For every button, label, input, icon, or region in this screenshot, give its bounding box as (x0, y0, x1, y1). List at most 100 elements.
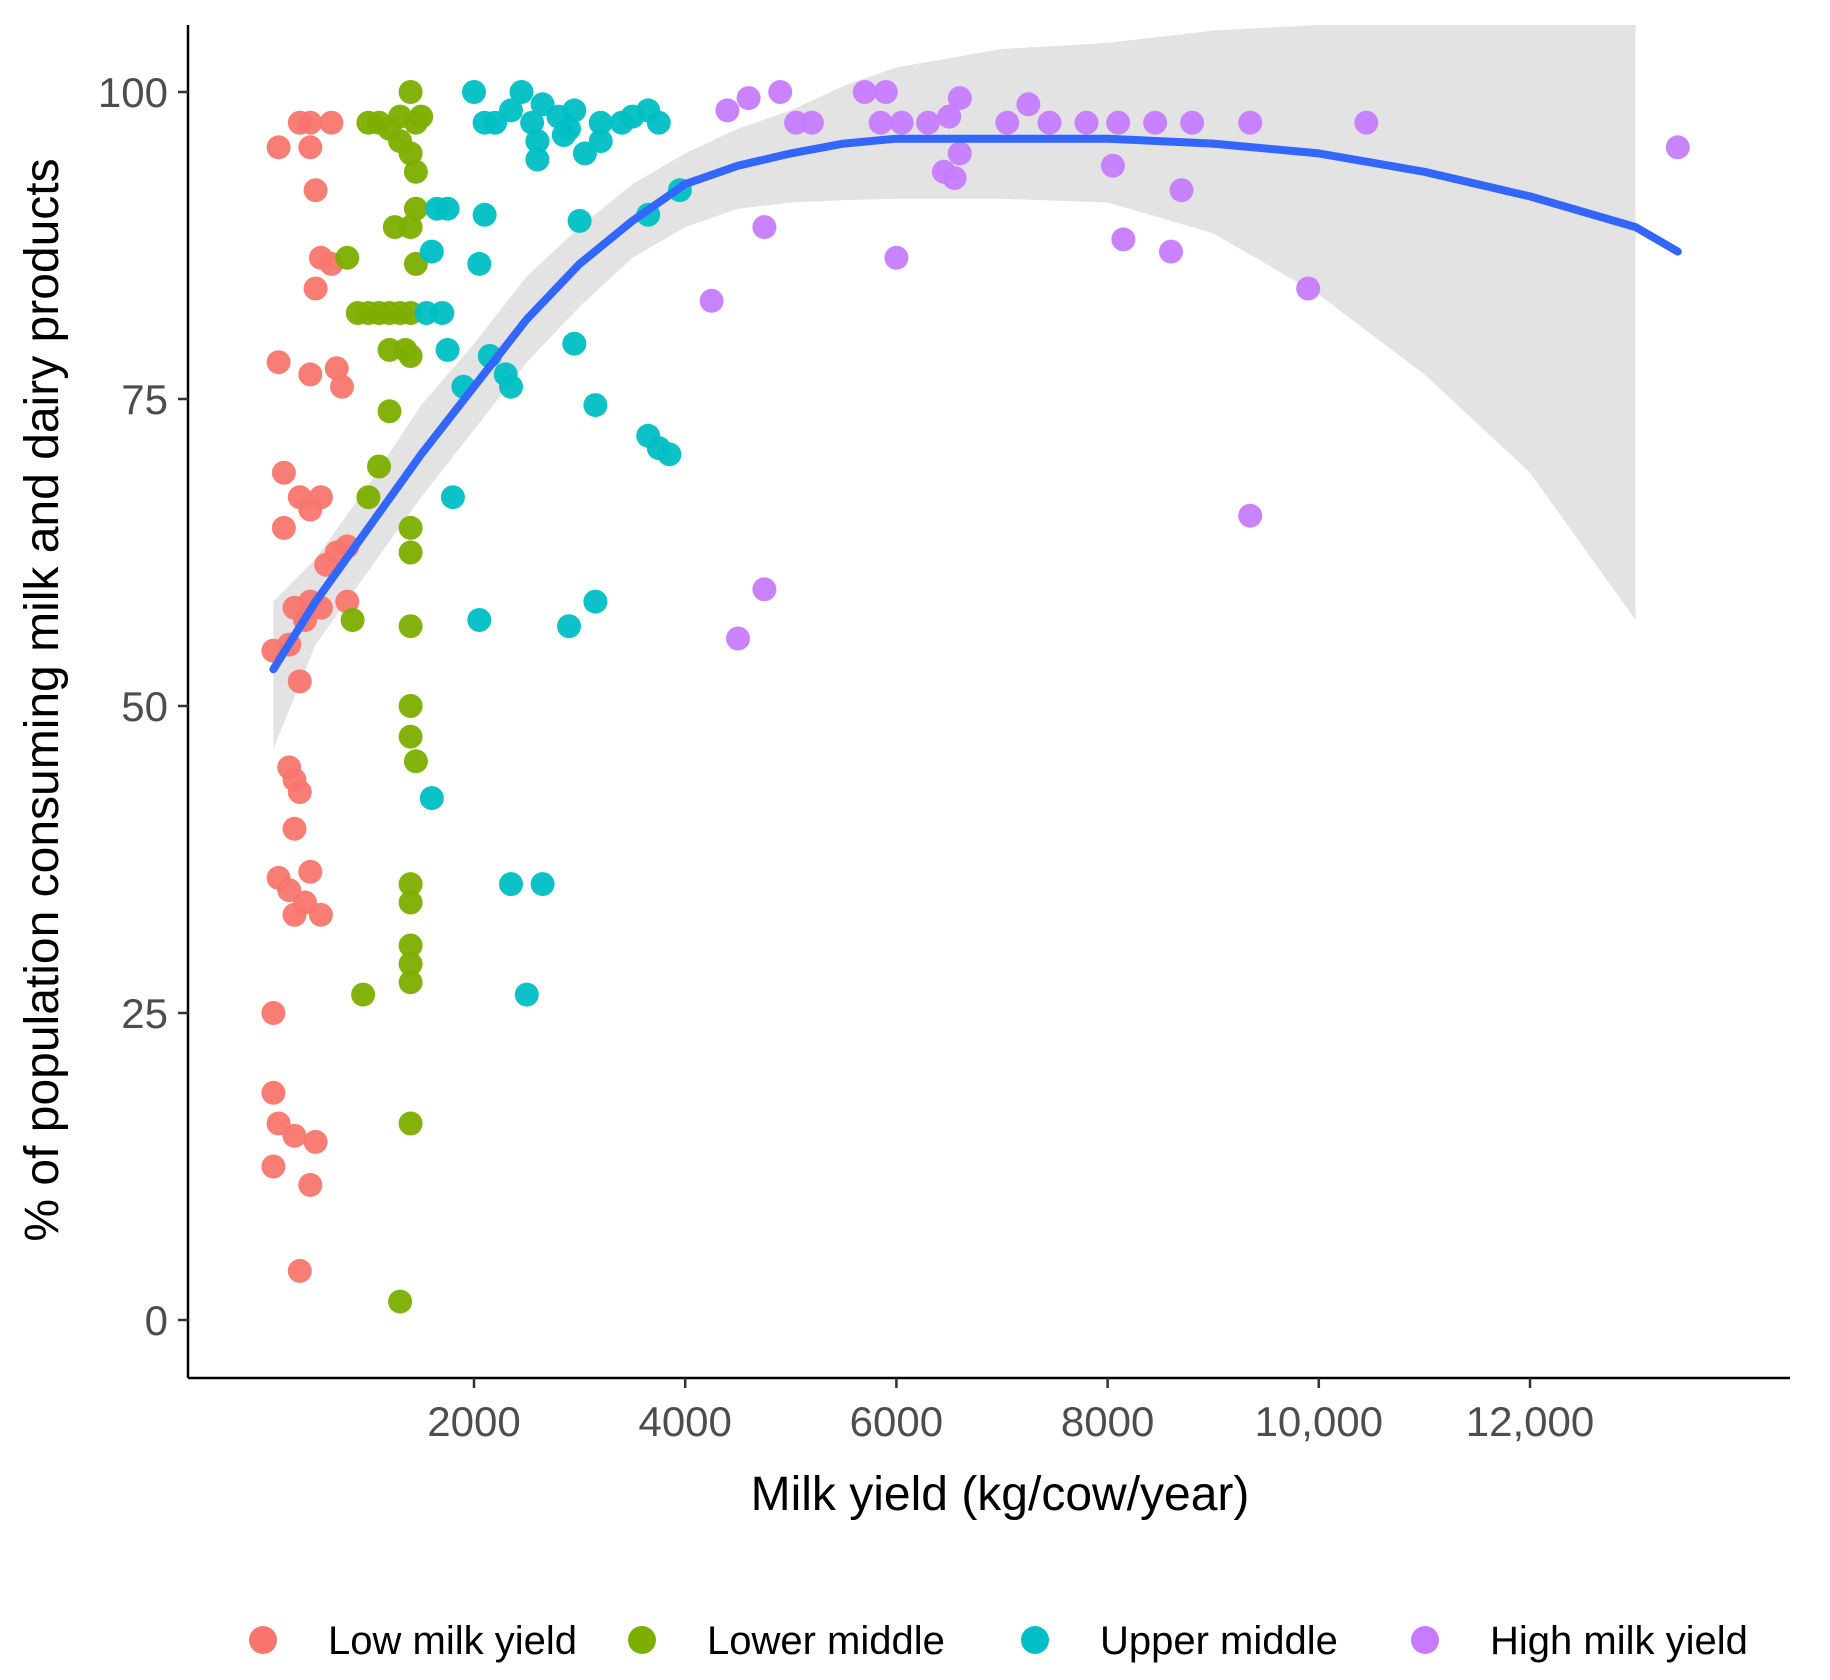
data-point (1238, 503, 1263, 528)
legend-label: High milk yield (1490, 1619, 1748, 1663)
data-point (398, 80, 423, 104)
data-point (298, 859, 323, 884)
data-point (462, 80, 486, 104)
data-point (1169, 178, 1194, 203)
data-point (467, 608, 492, 632)
series-upper-middle (414, 80, 692, 1007)
fit-line-layer (269, 134, 1682, 674)
data-point (1111, 227, 1136, 252)
legend-key (1021, 1626, 1049, 1654)
data-point (324, 356, 349, 381)
data-point (467, 251, 492, 276)
data-point (367, 454, 391, 479)
data-point (398, 344, 423, 368)
data-point (715, 98, 740, 123)
data-point (557, 116, 581, 141)
data-point (298, 1172, 323, 1197)
legend-key (1411, 1626, 1439, 1654)
data-point (287, 669, 312, 694)
data-point (340, 608, 365, 632)
x-tick-label: 10,000 (1255, 1398, 1383, 1445)
data-point (440, 485, 465, 510)
x-tick-label: 8000 (1061, 1398, 1154, 1445)
data-point (583, 589, 608, 614)
data-point (287, 1258, 312, 1283)
data-point (1074, 110, 1099, 135)
data-point (403, 749, 428, 774)
data-point (419, 786, 444, 811)
data-point (398, 872, 423, 897)
data-point (271, 515, 296, 540)
data-point (261, 1001, 286, 1025)
legend-label: Upper middle (1100, 1619, 1338, 1663)
data-point (282, 816, 307, 841)
y-tick-label: 75 (121, 376, 168, 423)
data-point (271, 460, 296, 485)
data-point (588, 110, 613, 135)
data-point (435, 337, 460, 362)
data-point (403, 159, 428, 184)
data-point (530, 872, 555, 897)
legend-item: High milk yield (1411, 1619, 1748, 1663)
data-point (398, 970, 423, 995)
data-point (699, 288, 724, 313)
data-point (356, 485, 381, 510)
data-point (435, 196, 460, 221)
data-point (377, 399, 402, 424)
y-tick-label: 25 (121, 990, 168, 1037)
data-point (335, 589, 360, 614)
data-point (398, 215, 423, 240)
data-point (335, 245, 360, 270)
data-point (398, 933, 423, 958)
data-point (884, 245, 909, 270)
data-point (947, 141, 972, 166)
data-point (562, 331, 587, 356)
data-point (657, 442, 682, 467)
legend-key (628, 1626, 656, 1654)
legend-item: Upper middle (1021, 1619, 1338, 1663)
x-tick-label: 6000 (850, 1398, 943, 1445)
data-point (314, 552, 339, 577)
series-lower-middle (335, 80, 434, 1314)
confidence-band-layer (273, 25, 1636, 749)
data-point (567, 208, 592, 233)
data-point (868, 110, 893, 135)
data-point (266, 135, 291, 160)
data-point (557, 614, 581, 639)
data-point (398, 540, 423, 565)
data-point (303, 1129, 328, 1154)
legend-label: Low milk yield (328, 1619, 577, 1663)
data-point (726, 626, 750, 651)
data-point (330, 374, 354, 399)
data-point (889, 110, 914, 135)
data-point (509, 80, 534, 104)
data-point (303, 178, 328, 203)
legend-label: Lower middle (707, 1619, 945, 1663)
y-tick-label: 0 (145, 1297, 168, 1344)
data-point (398, 724, 423, 749)
data-point (308, 902, 333, 927)
data-point (588, 129, 613, 154)
data-point (736, 86, 761, 111)
y-axis-title: % of population consuming milk and dairy… (16, 158, 69, 1241)
axes-layer (186, 25, 1790, 1380)
data-point (562, 98, 587, 123)
data-point (768, 80, 793, 104)
data-point (852, 80, 877, 104)
data-point (287, 780, 312, 804)
data-point (282, 1123, 307, 1148)
data-point (398, 951, 423, 976)
data-point (799, 110, 824, 135)
data-point (398, 141, 423, 166)
legend: Low milk yield Lower middle Upper middle Hi… (249, 1619, 1748, 1663)
data-point (403, 196, 428, 221)
data-point (525, 129, 550, 154)
data-point (261, 1080, 286, 1105)
data-point (937, 104, 962, 129)
data-point (266, 350, 291, 375)
legend-item: Low milk yield (249, 1619, 577, 1663)
data-point (398, 614, 423, 639)
data-point (430, 301, 455, 325)
data-point (646, 110, 671, 135)
